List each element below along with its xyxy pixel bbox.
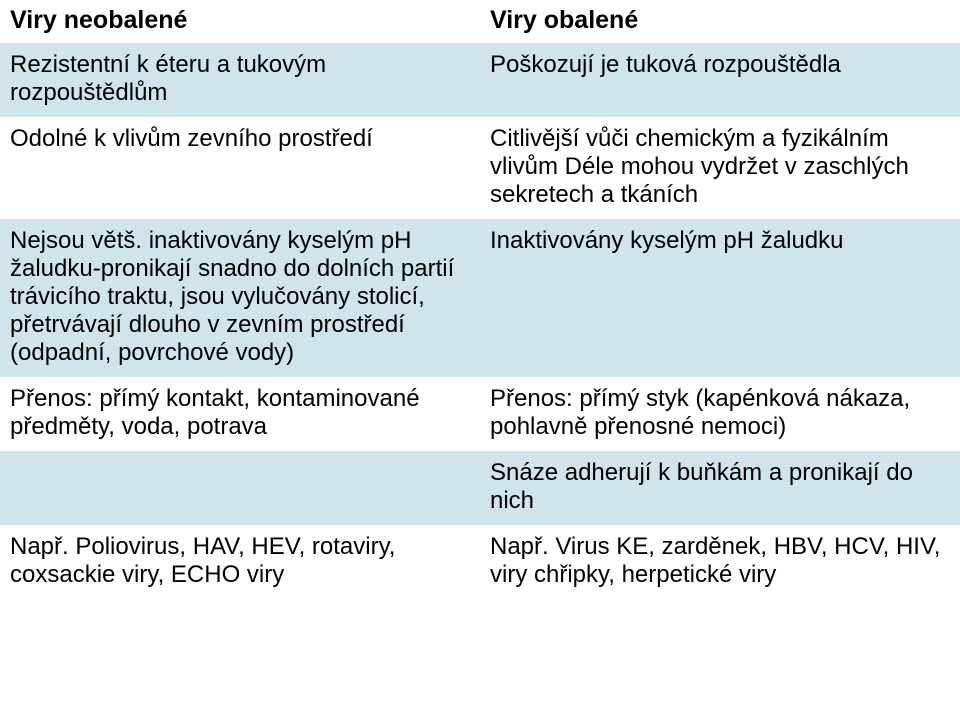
header-right-text: Viry obalené	[490, 6, 638, 34]
header-left-text: Viry neobalené	[10, 6, 187, 34]
cell-text: Např. Virus KE, zarděnek, HBV, HCV, HIV,…	[490, 533, 940, 588]
table-row: Rezistentní k éteru a tukovým rozpouštěd…	[0, 43, 960, 117]
table-row: Odolné k vlivům zevního prostředí Citliv…	[0, 117, 960, 219]
table-row: Nejsou větš. inaktivovány kyselým pH žal…	[0, 219, 960, 377]
cell-left: Nejsou větš. inaktivovány kyselým pH žal…	[0, 219, 480, 377]
table-row: Přenos: přímý kontakt, kontaminované pře…	[0, 377, 960, 451]
cell-left: Rezistentní k éteru a tukovým rozpouštěd…	[0, 43, 480, 117]
cell-text: Rezistentní k éteru a tukovým rozpouštěd…	[10, 51, 326, 106]
cell-text: Snáze adherují k buňkám a pronikají do n…	[490, 459, 913, 514]
cell-text: Přenos: přímý kontakt, kontaminované pře…	[10, 385, 420, 440]
table-row: Snáze adherují k buňkám a pronikají do n…	[0, 451, 960, 525]
cell-text: Poškozují je tuková rozpouštědla	[490, 51, 841, 78]
cell-text: Odolné k vlivům zevního prostředí	[10, 125, 373, 152]
cell-left: Odolné k vlivům zevního prostředí	[0, 117, 480, 219]
cell-text: Přenos: přímý styk (kapénková nákaza, po…	[490, 385, 910, 440]
comparison-table: Viry neobalené Viry obalené Rezistentní …	[0, 0, 960, 599]
cell-text: Např. Poliovirus, HAV, HEV, rotaviry, co…	[10, 533, 395, 588]
cell-right: Poškozují je tuková rozpouštědla	[480, 43, 960, 117]
cell-text: Inaktivovány kyselým pH žaludku	[490, 227, 843, 254]
cell-text: Citlivější vůči chemickým a fyzikálním v…	[490, 125, 909, 208]
cell-text: Nejsou větš. inaktivovány kyselým pH žal…	[10, 227, 454, 366]
cell-right: Přenos: přímý styk (kapénková nákaza, po…	[480, 377, 960, 451]
cell-left: Např. Poliovirus, HAV, HEV, rotaviry, co…	[0, 525, 480, 599]
header-right: Viry obalené	[480, 0, 960, 43]
header-left: Viry neobalené	[0, 0, 480, 43]
cell-right: Inaktivovány kyselým pH žaludku	[480, 219, 960, 377]
cell-left: Přenos: přímý kontakt, kontaminované pře…	[0, 377, 480, 451]
cell-right: Např. Virus KE, zarděnek, HBV, HCV, HIV,…	[480, 525, 960, 599]
cell-right: Snáze adherují k buňkám a pronikají do n…	[480, 451, 960, 525]
cell-left	[0, 451, 480, 525]
table-header-row: Viry neobalené Viry obalené	[0, 0, 960, 43]
table-row: Např. Poliovirus, HAV, HEV, rotaviry, co…	[0, 525, 960, 599]
cell-right: Citlivější vůči chemickým a fyzikálním v…	[480, 117, 960, 219]
